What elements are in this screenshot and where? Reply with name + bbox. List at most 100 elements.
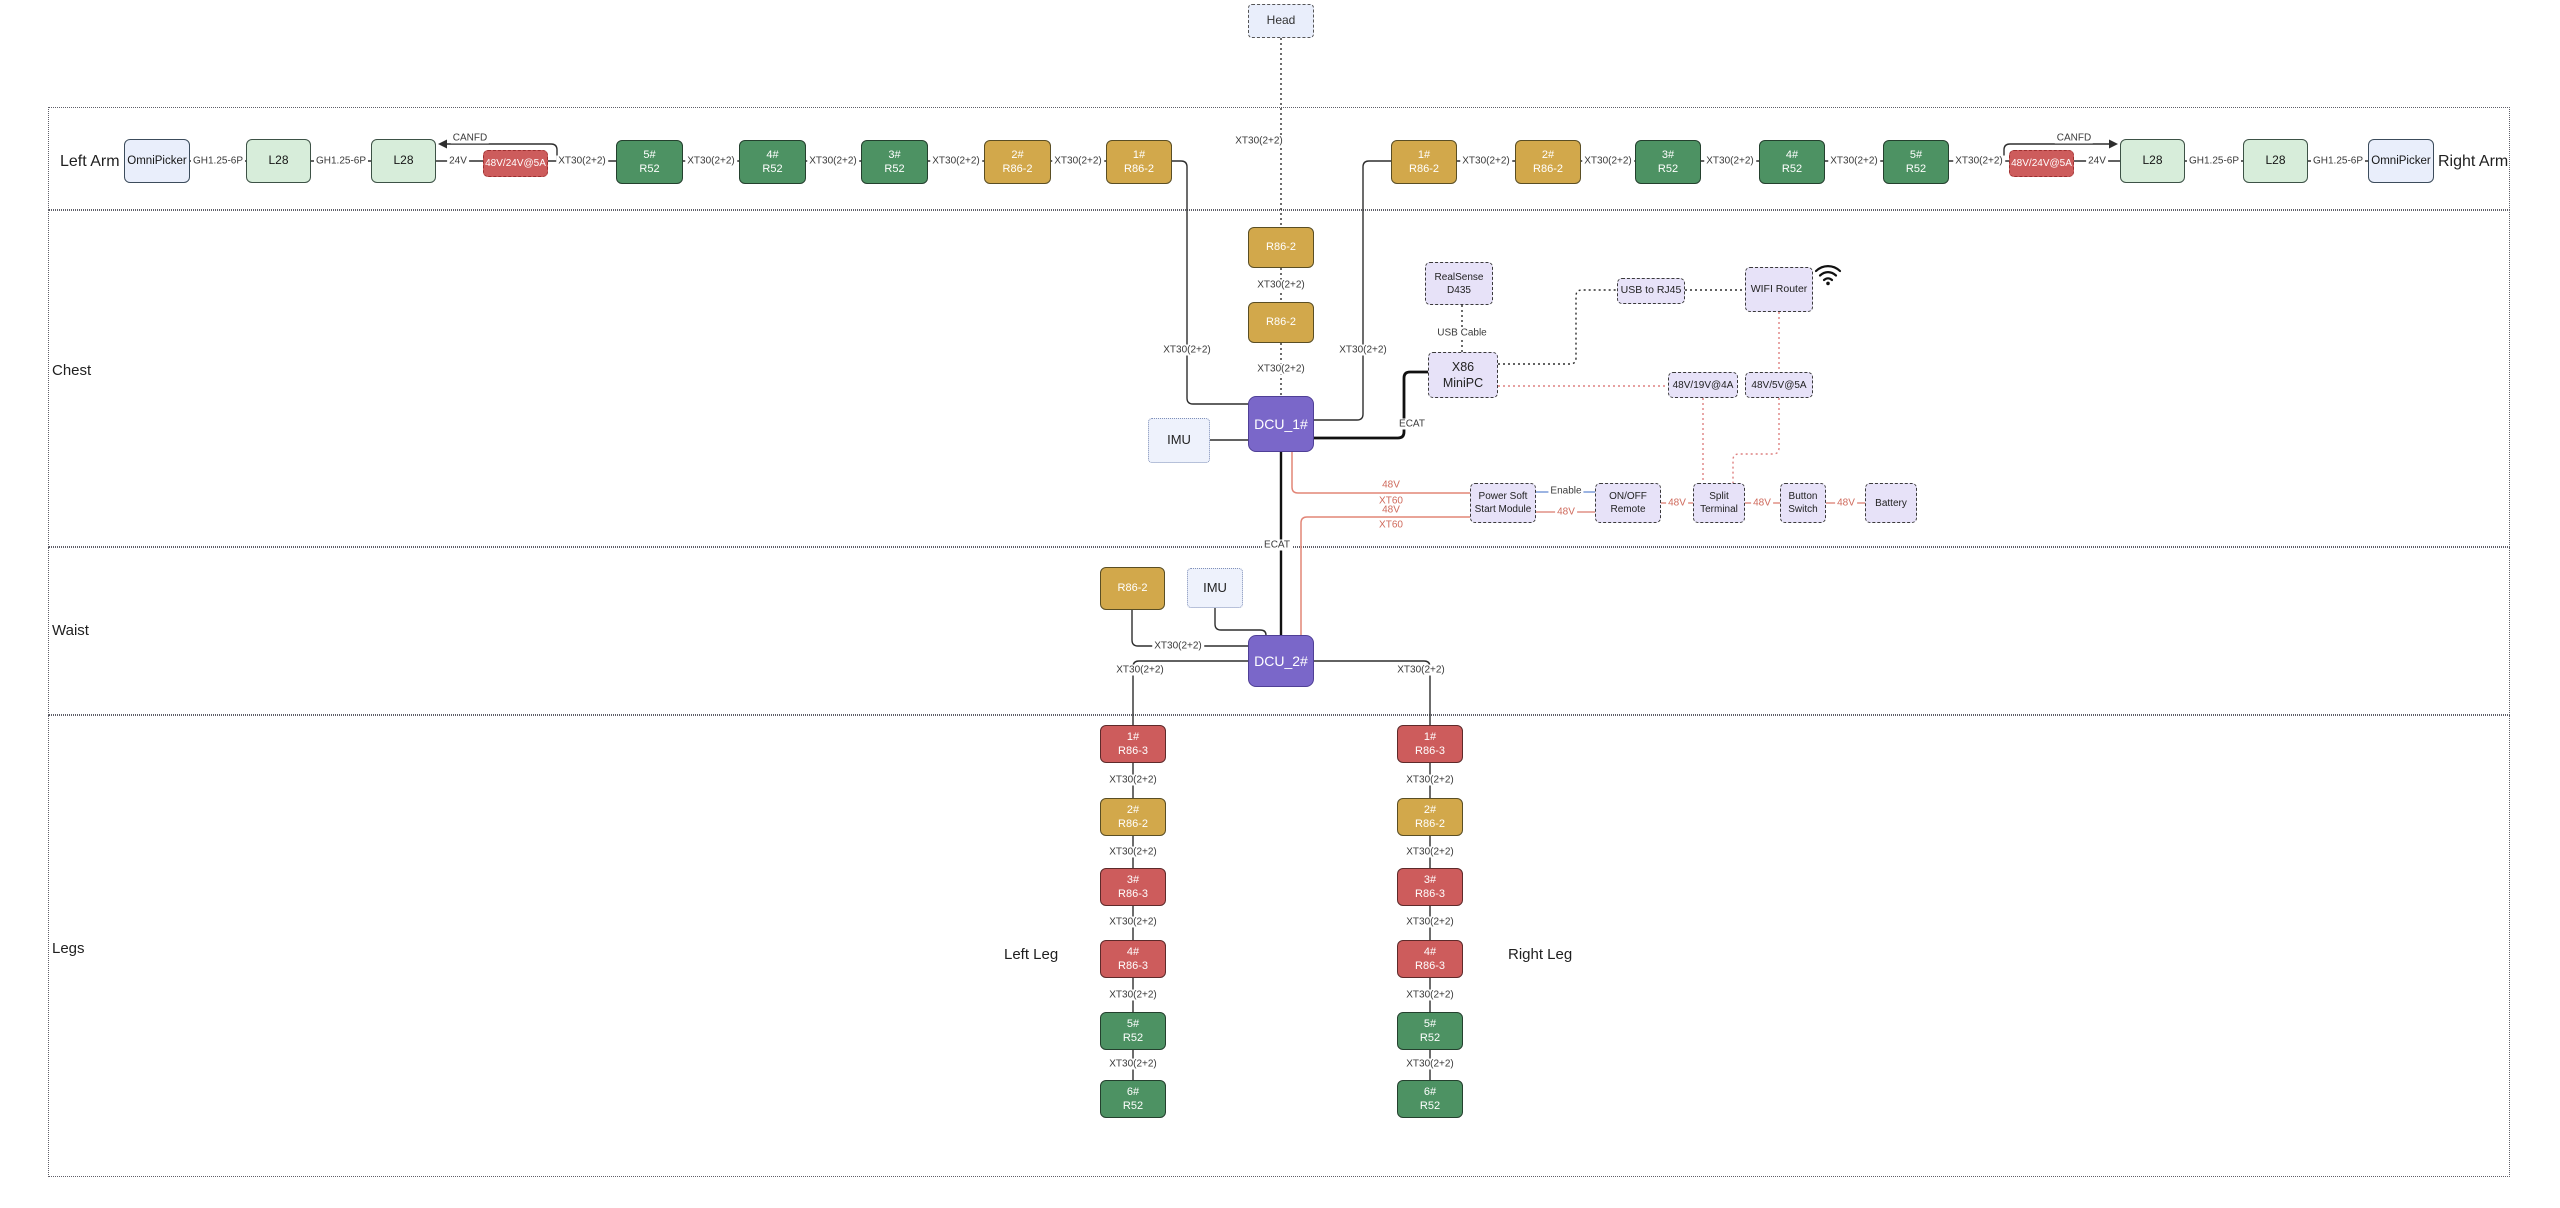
node-right-arm-motor-3: 3# R52 — [1635, 140, 1701, 184]
node-left-leg-motor-1: 1# R86-3 — [1100, 725, 1166, 763]
link-label-xt30: XT30(2+2) — [1582, 155, 1634, 167]
node-left-arm-motor-3: 3# R52 — [861, 140, 928, 184]
node-power-soft-start: Power Soft Start Module — [1470, 483, 1536, 523]
link-label-xt30: XT30(2+2) — [1107, 774, 1159, 786]
link-label-canfd: CANFD — [450, 132, 490, 144]
link-label-xt30: XT30(2+2) — [1404, 774, 1456, 786]
section-label-waist: Waist — [52, 622, 89, 639]
link-label-48v: 48V — [1380, 504, 1402, 516]
link-label-xt30: XT30(2+2) — [1161, 344, 1213, 356]
section-label-right-leg: Right Leg — [1508, 946, 1573, 963]
wifi-icon — [1814, 265, 1842, 286]
section-label-left-leg: Left Leg — [1004, 946, 1059, 963]
node-dcu-1: DCU_1# — [1248, 396, 1314, 452]
node-waist-r86-2: R86-2 — [1100, 567, 1165, 610]
node-right-l28-1: L28 — [2120, 139, 2185, 183]
link-label-xt30: XT30(2+2) — [1233, 135, 1285, 147]
link-label-48v: 48V — [1666, 497, 1688, 509]
node-left-arm-motor-2: 2# R86-2 — [984, 140, 1051, 184]
node-left-leg-motor-3: 3# R86-3 — [1100, 868, 1166, 906]
node-right-leg-motor-1: 1# R86-3 — [1397, 725, 1463, 763]
link-label-48v: 48V — [1380, 479, 1402, 491]
link-label-xt30: XT30(2+2) — [1404, 846, 1456, 858]
link-label-usb-cable: USB Cable — [1435, 327, 1489, 339]
node-psu-19v: 48V/19V@4A — [1668, 372, 1738, 398]
link-label-xt30: XT30(2+2) — [1107, 916, 1159, 928]
node-left-l28-2: L28 — [371, 139, 436, 183]
link-label-gh: GH1.25-6P — [190, 155, 246, 167]
node-right-arm-motor-2: 2# R86-2 — [1515, 140, 1581, 184]
node-button-switch: Button Switch — [1780, 483, 1826, 523]
section-label-legs: Legs — [52, 940, 85, 957]
link-label-48v: 48V — [1555, 506, 1577, 518]
link-label-xt30: XT30(2+2) — [556, 155, 608, 167]
node-right-l28-2: L28 — [2243, 139, 2308, 183]
link-label-xt30: XT30(2+2) — [930, 155, 982, 167]
node-right-arm-motor-4: 4# R52 — [1759, 140, 1825, 184]
link-label-ecat: ECAT — [1397, 418, 1427, 430]
node-split-terminal: Split Terminal — [1693, 483, 1745, 523]
node-right-leg-motor-6: 6# R52 — [1397, 1080, 1463, 1118]
node-right-psu-24v: 48V/24V@5A — [2009, 150, 2074, 177]
node-neck-r86-2-b: R86-2 — [1248, 302, 1314, 343]
node-usb-to-rj45: USB to RJ45 — [1617, 278, 1685, 304]
node-waist-imu: IMU — [1187, 568, 1243, 608]
node-left-leg-motor-5: 5# R52 — [1100, 1012, 1166, 1050]
link-label-gh: GH1.25-6P — [2310, 155, 2366, 167]
node-realsense-d435: RealSense D435 — [1425, 262, 1493, 305]
node-x86-minipc: X86 MiniPC — [1428, 352, 1498, 398]
node-battery: Battery — [1865, 483, 1917, 523]
link-label-xt60: XT60 — [1377, 495, 1405, 507]
link-label-xt30: XT30(2+2) — [1107, 989, 1159, 1001]
link-label-48v: 48V — [1835, 497, 1857, 509]
node-left-arm-motor-4: 4# R52 — [739, 140, 806, 184]
link-label-xt30: XT30(2+2) — [1107, 1058, 1159, 1070]
section-label-right-arm: Right Arm — [2438, 153, 2509, 170]
link-label-xt30: XT30(2+2) — [1255, 363, 1307, 375]
link-label-xt30: XT30(2+2) — [1953, 155, 2005, 167]
node-right-leg-motor-3: 3# R86-3 — [1397, 868, 1463, 906]
link-label-xt30: XT30(2+2) — [1052, 155, 1104, 167]
link-label-enable: Enable — [1548, 485, 1584, 497]
node-right-leg-motor-5: 5# R52 — [1397, 1012, 1463, 1050]
node-right-leg-motor-4: 4# R86-3 — [1397, 940, 1463, 978]
node-psu-5v: 48V/5V@5A — [1745, 372, 1813, 398]
link-label-xt60: XT60 — [1377, 519, 1405, 531]
link-label-xt30: XT30(2+2) — [1404, 916, 1456, 928]
link-label-24v: 24V — [447, 155, 469, 167]
link-label-xt30: XT30(2+2) — [807, 155, 859, 167]
link-label-xt30: XT30(2+2) — [1404, 1058, 1456, 1070]
link-label-xt30: XT30(2+2) — [1828, 155, 1880, 167]
link-label-xt30: XT30(2+2) — [1460, 155, 1512, 167]
link-label-xt30: XT30(2+2) — [1337, 344, 1389, 356]
node-chest-imu: IMU — [1148, 418, 1210, 463]
node-left-psu-24v: 48V/24V@5A — [483, 150, 548, 177]
node-right-leg-motor-2: 2# R86-2 — [1397, 798, 1463, 836]
node-right-arm-motor-1: 1# R86-2 — [1391, 140, 1457, 184]
node-neck-r86-2-a: R86-2 — [1248, 227, 1314, 268]
node-left-omnipicker: OmniPicker — [124, 139, 190, 183]
node-right-omnipicker: OmniPicker — [2368, 139, 2434, 183]
link-label-xt30: XT30(2+2) — [1704, 155, 1756, 167]
link-label-xt30: XT30(2+2) — [1152, 640, 1204, 652]
section-label-chest: Chest — [52, 362, 92, 379]
link-label-xt30: XT30(2+2) — [1107, 846, 1159, 858]
legs-section-border — [48, 715, 2510, 1177]
node-onoff-remote: ON/OFF Remote — [1595, 483, 1661, 523]
link-label-xt30: XT30(2+2) — [1114, 664, 1166, 676]
node-left-leg-motor-4: 4# R86-3 — [1100, 940, 1166, 978]
link-label-xt30: XT30(2+2) — [1395, 664, 1447, 676]
node-head: Head — [1248, 4, 1314, 38]
section-label-left-arm: Left Arm — [60, 153, 120, 170]
link-label-canfd: CANFD — [2054, 132, 2094, 144]
arms-section-border — [48, 107, 2510, 210]
link-label-xt30: XT30(2+2) — [1255, 279, 1307, 291]
node-wifi-router: WIFI Router — [1745, 267, 1813, 312]
link-label-24v: 24V — [2086, 155, 2108, 167]
link-label-xt30: XT30(2+2) — [685, 155, 737, 167]
node-left-leg-motor-2: 2# R86-2 — [1100, 798, 1166, 836]
link-label-48v: 48V — [1751, 497, 1773, 509]
link-label-gh: GH1.25-6P — [313, 155, 369, 167]
node-dcu-2: DCU_2# — [1248, 635, 1314, 687]
